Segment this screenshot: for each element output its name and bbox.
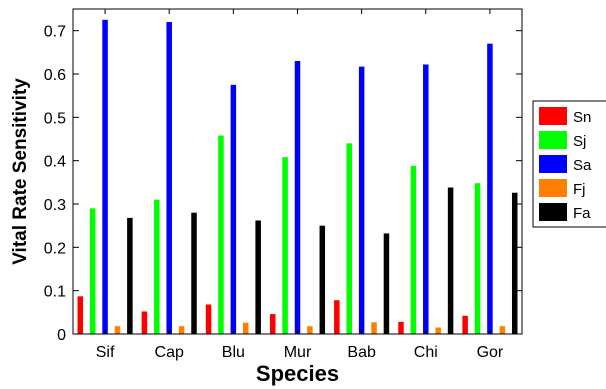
y-tick-label: 0.2 — [44, 240, 66, 257]
bar-blu-sj — [218, 135, 224, 334]
y-tick-label: 0.4 — [44, 154, 66, 171]
legend-label-fj: Fj — [573, 181, 586, 198]
bar-chi-sn — [398, 321, 404, 334]
y-tick-label: 0.7 — [44, 24, 66, 41]
x-tick-label: Cap — [155, 344, 184, 361]
legend-swatch-sa — [539, 155, 567, 173]
x-tick-label: Blu — [222, 344, 245, 361]
bar-blu-sa — [230, 84, 237, 334]
legend-swatch-sn — [539, 107, 567, 125]
bar-bab-sn — [334, 300, 340, 334]
legend-label-sa: Sa — [573, 157, 592, 174]
bar-bab-fj — [371, 322, 377, 334]
bar-bab-sj — [346, 143, 352, 334]
bar-gor-sa — [487, 43, 493, 335]
bar-mur-sn — [269, 314, 276, 334]
y-tick-label: 0.5 — [44, 110, 66, 127]
x-tick-label: Chi — [414, 344, 438, 361]
y-tick-label: 0 — [57, 327, 66, 344]
legend-label-fa: Fa — [573, 205, 591, 222]
x-axis: Sif Cap Blu Mur Bab Chi Gor — [96, 9, 504, 361]
x-tick-label: Bab — [347, 344, 376, 361]
bar-bab-fa — [383, 233, 390, 334]
bar-chi-sj — [410, 165, 417, 334]
bar-blu-fa — [255, 220, 261, 334]
bar-sif-sn — [77, 296, 84, 334]
legend-swatch-fa — [539, 203, 567, 221]
bar-cap-sa — [166, 22, 172, 334]
bar-chi-fj — [435, 327, 441, 334]
legend: Sn Sj Sa Fj Fa — [532, 100, 606, 228]
bar-bab-sa — [358, 66, 365, 334]
x-tick-label: Mur — [284, 344, 312, 361]
bar-gor-sn — [462, 315, 468, 334]
y-axis: 0 0.1 0.2 0.3 0.4 0.5 0.6 0.7 — [44, 24, 522, 344]
bar-chi-sa — [423, 64, 429, 334]
x-tick-label: Gor — [477, 344, 504, 361]
bar-sif-sa — [102, 19, 108, 335]
bar-mur-sa — [294, 61, 301, 334]
bar-gor-fj — [499, 326, 506, 334]
bar-sif-sj — [89, 208, 96, 334]
bar-mur-fj — [307, 326, 313, 334]
bar-sif-fj — [114, 326, 121, 334]
y-tick-label: 0.1 — [44, 284, 66, 301]
y-tick-label: 0.3 — [44, 197, 66, 214]
bar-cap-fj — [178, 326, 185, 334]
y-tick-label: 0.6 — [44, 67, 66, 84]
bar-mur-sj — [282, 157, 288, 334]
bar-gor-sj — [474, 183, 481, 334]
legend-label-sn: Sn — [573, 109, 591, 126]
bar-sif-fa — [127, 217, 133, 334]
y-axis-title: Vital Rate Sensitivity — [10, 78, 31, 265]
bar-mur-fa — [319, 225, 326, 334]
x-tick-label: Sif — [96, 344, 115, 361]
x-axis-title: Species — [256, 361, 339, 386]
bar-blu-sn — [205, 304, 212, 334]
legend-swatch-sj — [539, 131, 567, 149]
bar-cap-sj — [154, 199, 160, 334]
bar-chi-fa — [447, 187, 454, 334]
legend-label-sj: Sj — [573, 133, 586, 150]
bar-gor-fa — [511, 192, 518, 334]
legend-swatch-fj — [539, 179, 567, 197]
bar-cap-sn — [141, 311, 148, 334]
bar-cap-fa — [191, 212, 197, 334]
bars-group — [77, 19, 518, 335]
bar-blu-fj — [243, 322, 249, 334]
